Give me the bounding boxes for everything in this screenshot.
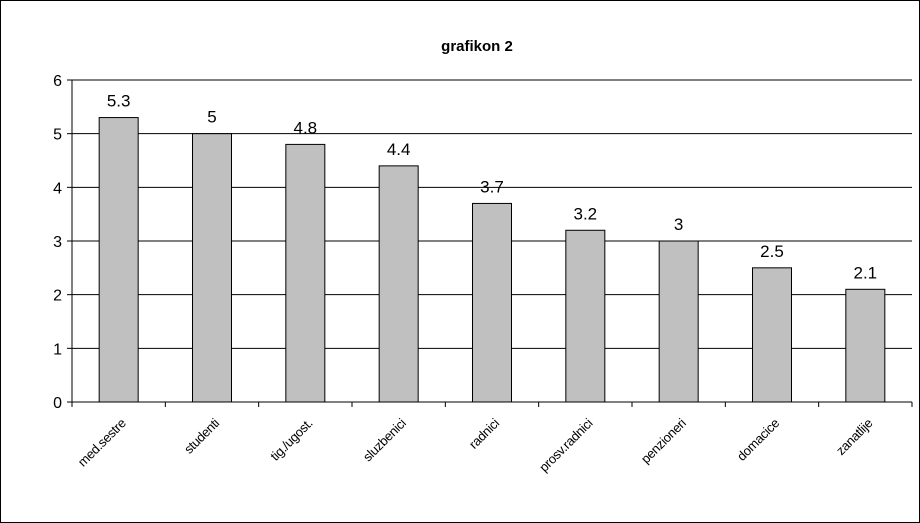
category-label: prosv.radnici [536, 415, 596, 475]
y-tick-label: 5 [53, 127, 62, 144]
y-tick-label: 2 [53, 288, 62, 305]
bar [378, 165, 419, 403]
data-labels: 5.3 5 4.8 4.4 3.7 3.2 3 2.5 2.1 [107, 92, 877, 283]
data-label: 4.8 [294, 118, 318, 137]
bar [98, 117, 139, 403]
bar [658, 240, 699, 403]
category-label: zanatlije [833, 415, 875, 457]
axes [67, 79, 913, 407]
y-tick-labels: 0 1 2 3 4 5 6 [53, 73, 62, 412]
y-tick-label: 4 [53, 180, 62, 197]
bar [845, 288, 886, 403]
data-label: 5 [207, 108, 216, 127]
y-tick-label: 0 [53, 395, 62, 412]
data-label: 3.7 [480, 177, 504, 196]
bar [285, 143, 326, 403]
y-tick-label: 3 [53, 234, 62, 251]
bar [752, 267, 792, 403]
category-label: med.sestre [75, 415, 129, 469]
category-label: studenti [181, 415, 222, 456]
data-label: 3 [674, 215, 683, 234]
category-labels: med.sestre studenti tig./ugost. sluzbenici r… [75, 415, 876, 475]
category-label: sluzbenici [360, 415, 409, 464]
category-label: radnici [466, 415, 502, 451]
data-label: 4.4 [387, 140, 411, 159]
bar [565, 229, 606, 403]
category-label: tig./ugost. [267, 416, 315, 464]
data-label: 2.5 [760, 242, 784, 261]
category-label: penzioneri [638, 415, 689, 466]
data-label: 2.1 [854, 263, 878, 282]
data-label: 3.2 [574, 204, 598, 223]
y-tick-label: 1 [53, 341, 62, 358]
category-label: domacice [734, 415, 782, 463]
bar [472, 202, 512, 403]
bar [192, 133, 232, 403]
bars [98, 117, 886, 403]
y-tick-label: 6 [53, 73, 62, 90]
chart-title: grafikon 2 [441, 38, 513, 55]
data-label: 5.3 [107, 92, 131, 111]
